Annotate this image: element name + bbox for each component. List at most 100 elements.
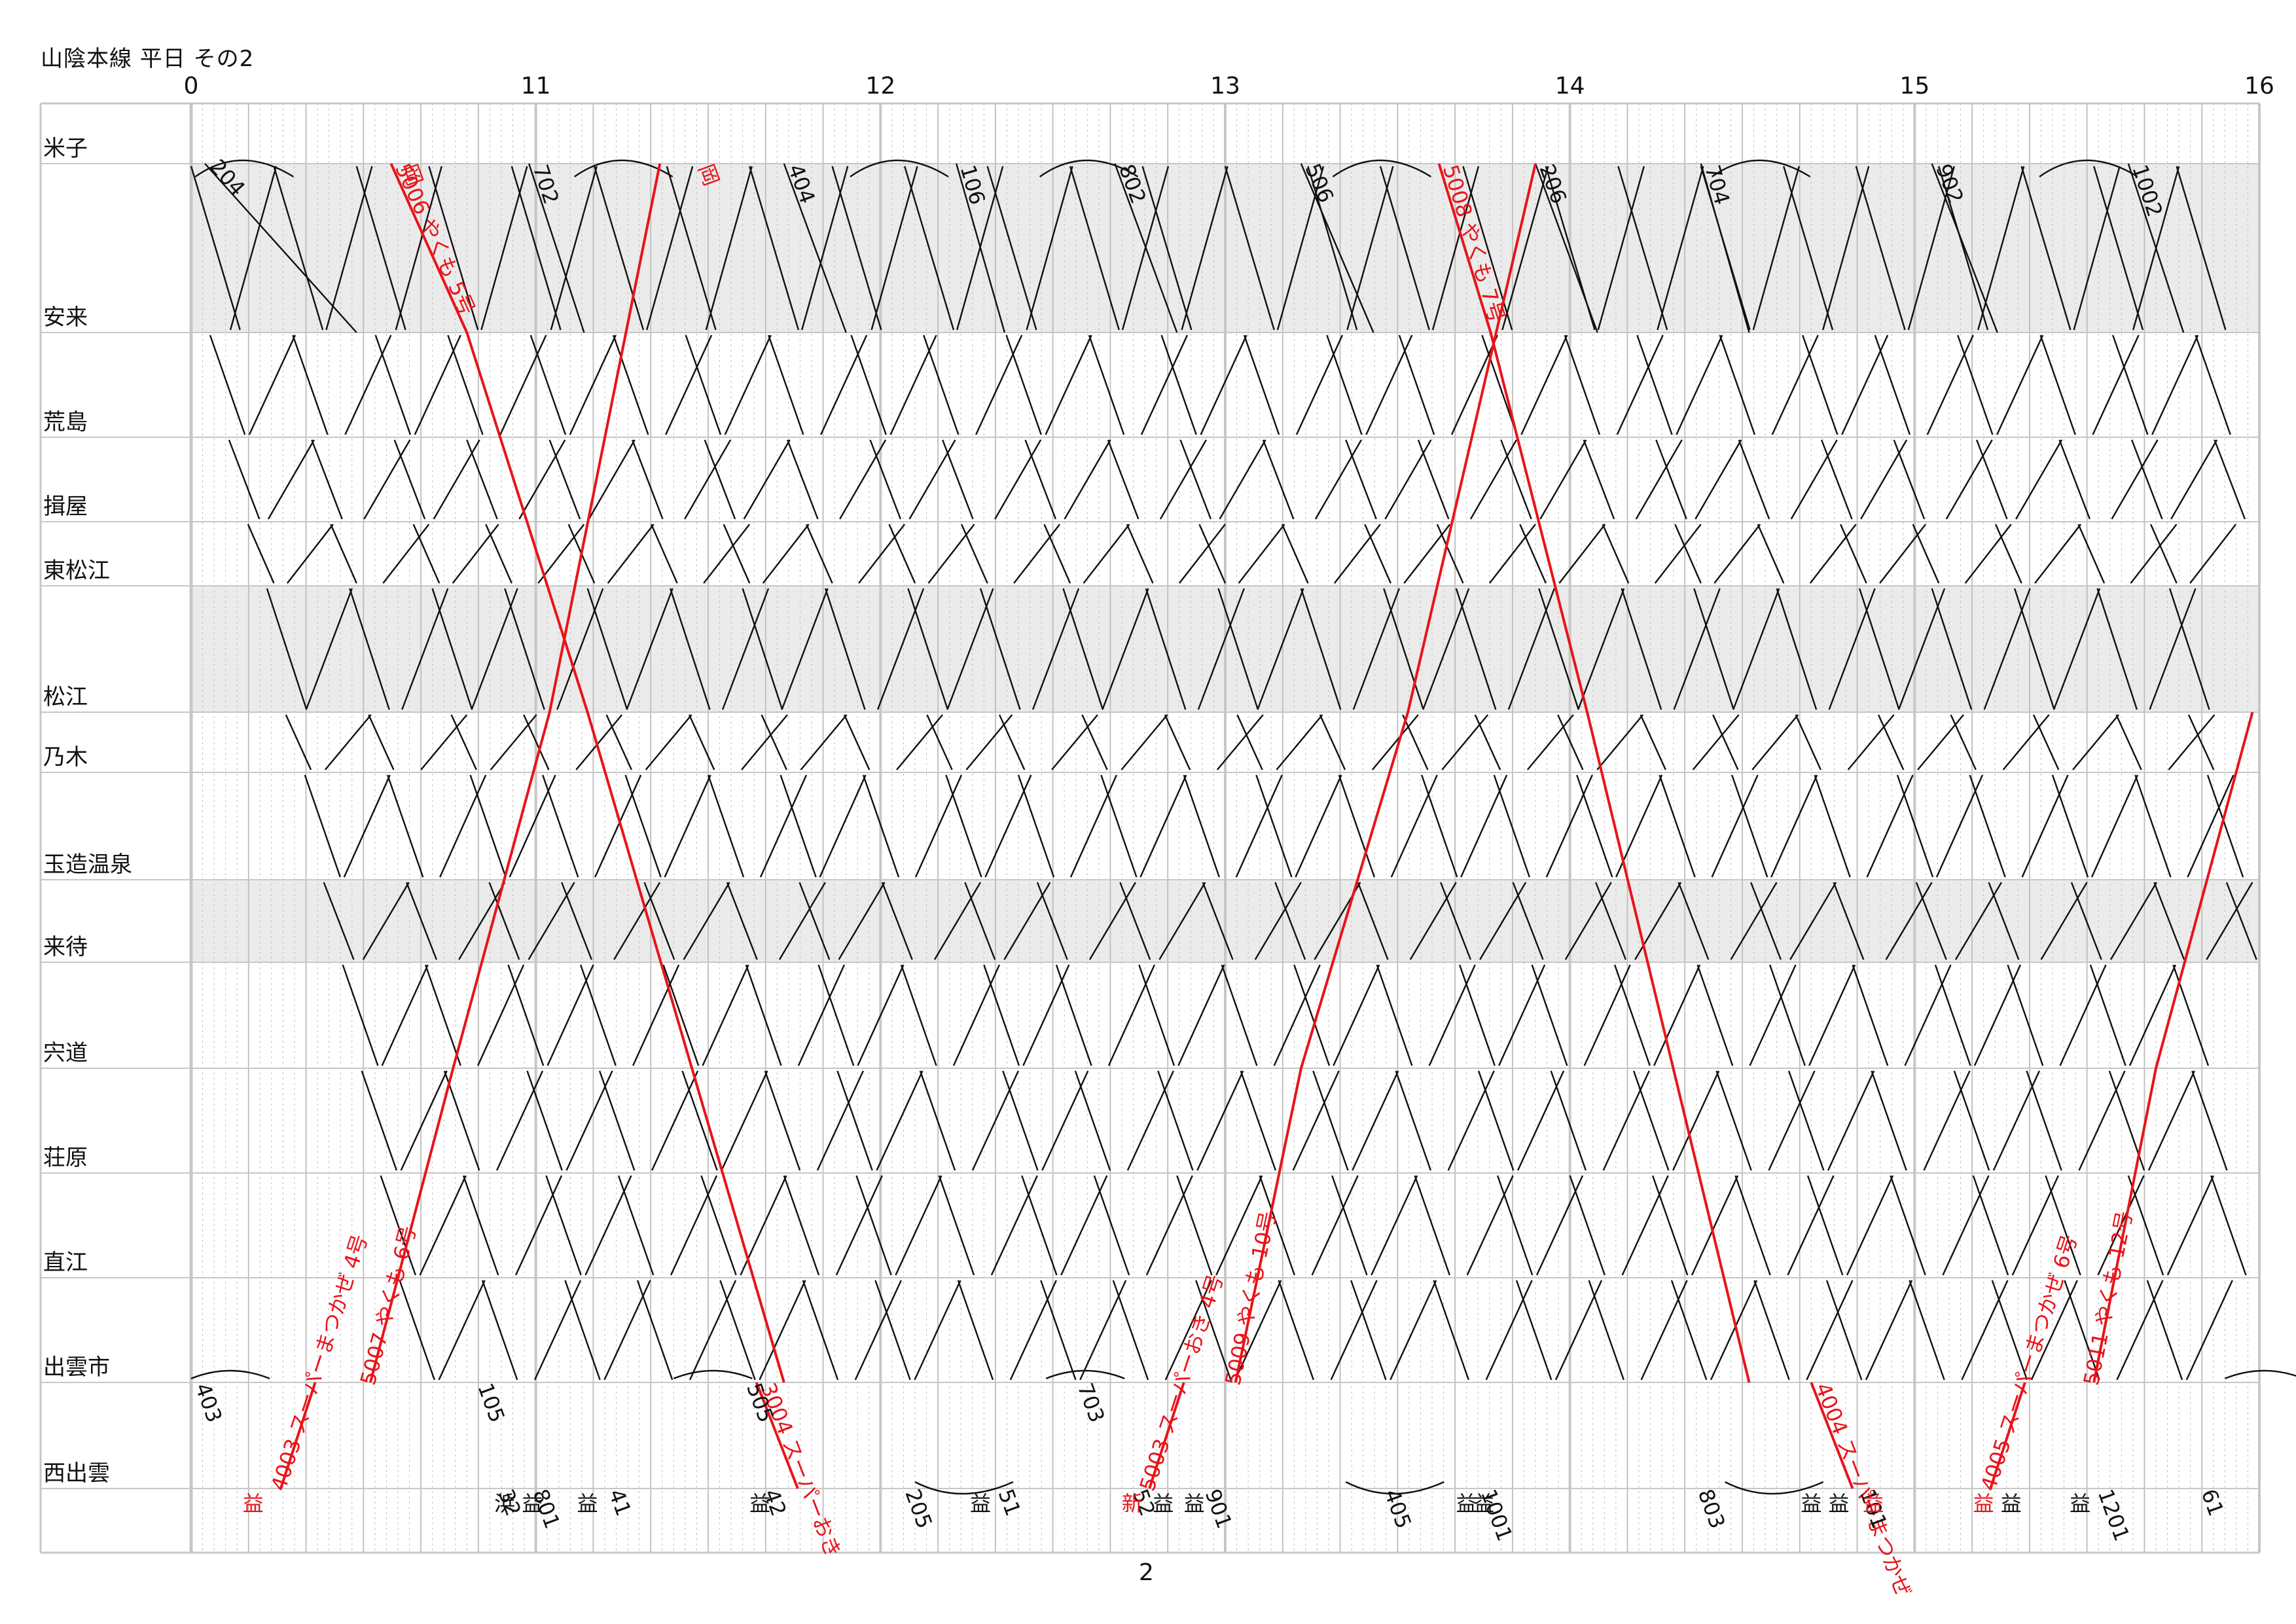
local-train-segment — [2026, 1070, 2062, 1171]
local-train-segment — [665, 334, 713, 435]
local-train-segment — [1655, 439, 1687, 520]
local-train-segment — [1852, 964, 1889, 1066]
local-train-segment — [1583, 439, 1615, 520]
local-train-segment — [1715, 1070, 1752, 1171]
page-title: 山陰本線 平日 その2 — [41, 46, 255, 72]
local-train-segment — [526, 1070, 563, 1171]
local-train-segment — [533, 1280, 582, 1380]
local-train-segment — [2214, 439, 2246, 520]
local-train-segment — [1459, 964, 1496, 1066]
local-train-segment — [1776, 588, 1818, 710]
terminal-mark: 益 — [1473, 1491, 1494, 1516]
local-train-segment — [1384, 439, 1432, 520]
local-train-segment — [1934, 964, 1971, 1066]
local-train-segment — [768, 334, 804, 435]
turnback-arc — [1711, 159, 1811, 178]
local-train-segment — [1957, 334, 1994, 435]
local-train-segment — [1621, 588, 1662, 710]
local-train-segment — [342, 964, 379, 1066]
local-train-segment — [1164, 714, 1191, 770]
local-train-segment — [1711, 774, 1759, 878]
local-train-segment — [1428, 964, 1476, 1066]
train-label: 901 — [1200, 1486, 1238, 1532]
local-train-segment — [704, 439, 736, 520]
local-train-segment — [2206, 774, 2244, 878]
local-train-segment — [569, 334, 617, 435]
local-train-segment — [1969, 774, 2006, 878]
local-train-segment — [1224, 166, 1275, 331]
local-train-segment — [1333, 524, 1381, 584]
local-train-segment — [490, 714, 537, 770]
local-train-segment — [556, 588, 604, 710]
local-train-segment — [749, 166, 800, 331]
local-train-segment — [575, 714, 623, 770]
local-train-segment — [349, 588, 390, 710]
local-train-segment — [741, 714, 788, 770]
local-train-segment — [1145, 588, 1187, 710]
local-train-segment — [1121, 714, 1168, 770]
station-label: 荒島 — [43, 409, 88, 435]
local-train-segment — [1734, 1175, 1771, 1276]
local-train-segment — [1352, 588, 1400, 710]
local-train-segment — [904, 166, 955, 331]
local-train-segment — [2090, 774, 2139, 878]
local-train-segment — [681, 1070, 718, 1171]
local-train-segment — [1176, 1175, 1213, 1276]
local-train-segment — [1874, 334, 1911, 435]
hour-tick-label: 12 — [865, 73, 895, 99]
local-train-segment — [393, 439, 426, 520]
local-train-segment — [965, 714, 1013, 770]
local-train-segment — [613, 334, 649, 435]
local-train-segment — [1477, 1070, 1515, 1171]
local-train-segment — [1119, 882, 1151, 960]
station-label: 松江 — [43, 684, 88, 710]
local-train-segment — [824, 588, 866, 710]
local-train-segment — [1822, 166, 1870, 331]
local-train-segment — [1276, 714, 1323, 770]
terminal-mark: 益 — [970, 1491, 991, 1516]
local-train-segment — [1808, 964, 1856, 1066]
local-train-segment — [1045, 334, 1092, 435]
local-train-segment — [1395, 1070, 1432, 1171]
local-train-segment — [1398, 334, 1435, 435]
local-train-segment — [1346, 166, 1394, 331]
train-label: 4003 スーパーまつかぜ 4号 — [266, 1231, 372, 1494]
local-train-segment — [1926, 334, 1974, 435]
local-train-segment — [2015, 439, 2063, 520]
local-train-segment — [724, 334, 772, 435]
local-train-segment — [304, 774, 342, 878]
local-train-segment — [876, 588, 925, 710]
local-train-segment — [705, 166, 753, 331]
hour-tick-label: 11 — [521, 73, 551, 99]
local-train-segment — [1860, 439, 1908, 520]
local-train-segment — [1402, 714, 1429, 770]
local-train-segment — [362, 882, 410, 960]
train-label: 61 — [2197, 1486, 2229, 1519]
local-train-segment — [1972, 1175, 2009, 1276]
local-train-segment — [1770, 774, 1818, 878]
local-train-segment — [707, 774, 745, 878]
local-train-segment — [1216, 714, 1264, 770]
local-train-segment — [2172, 964, 2210, 1066]
local-train-segment — [1915, 882, 1947, 960]
local-train-segment — [1500, 439, 1532, 520]
local-train-segment — [2032, 714, 2060, 770]
minute-gridlines — [202, 103, 2248, 1553]
local-train-segment — [1602, 1070, 1650, 1171]
local-train-segment — [1732, 588, 1780, 710]
local-train-segment — [2210, 1175, 2247, 1276]
local-train-segment — [957, 1280, 994, 1380]
local-train-segment — [1635, 439, 1683, 520]
local-train-segment — [499, 334, 547, 435]
local-train-segment — [1036, 882, 1068, 960]
local-train-segment — [1069, 774, 1118, 878]
turnback-arc — [914, 1481, 1014, 1495]
local-train-segment — [1917, 714, 1964, 770]
station-label: 来待 — [43, 934, 88, 960]
local-train-segment — [2127, 1175, 2164, 1276]
local-train-segment — [550, 166, 598, 331]
local-train-segment — [511, 166, 562, 331]
local-train-segment — [428, 166, 479, 331]
local-train-segment — [1312, 1070, 1349, 1171]
local-train-segment — [2051, 774, 2089, 878]
